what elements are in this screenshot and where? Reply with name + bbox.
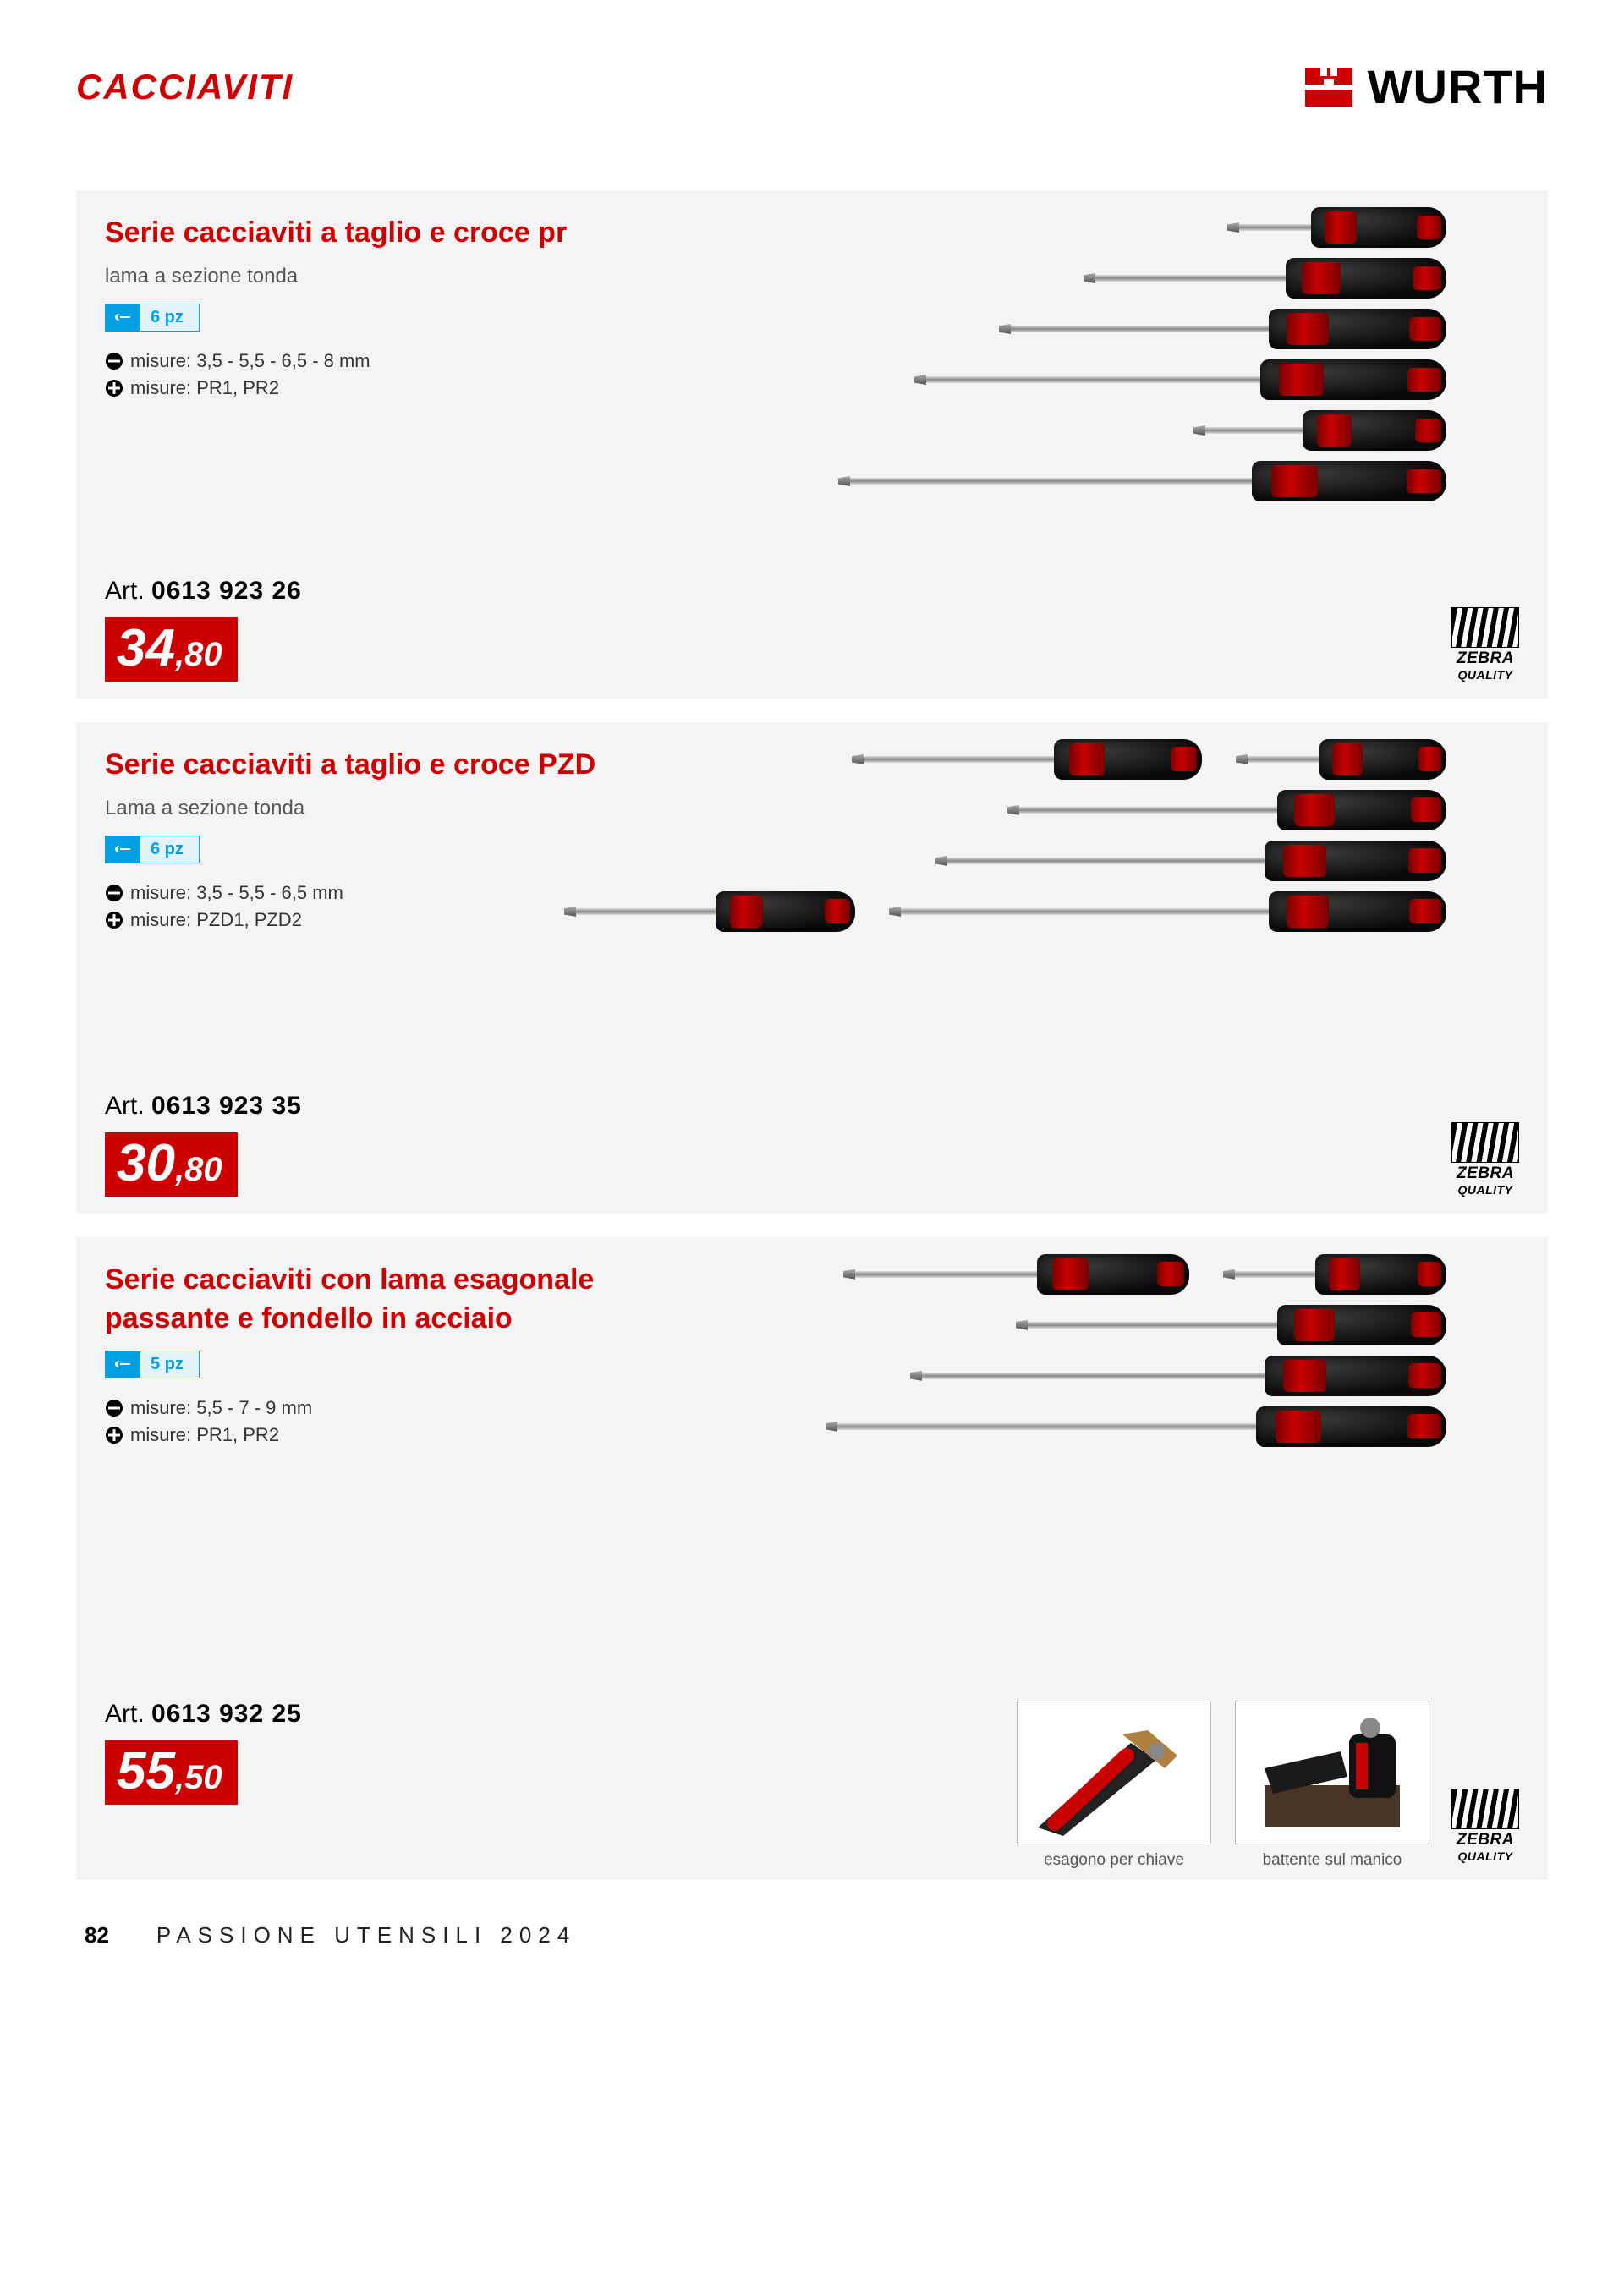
price-box: 34,80 <box>105 617 238 682</box>
product-card: Serie cacciaviti a taglio e croce PZD La… <box>76 722 1548 1214</box>
art-number: 0613 923 35 <box>151 1092 302 1120</box>
zebra-line1: ZEBRA <box>1451 1831 1519 1849</box>
thumbnail-image <box>1017 1701 1211 1844</box>
zebra-line1: ZEBRA <box>1451 649 1519 668</box>
spec-flat-text: misure: 3,5 - 5,5 - 6,5 mm <box>130 882 343 904</box>
flathead-icon <box>105 352 123 370</box>
spec-cross-text: misure: PZD1, PZD2 <box>130 909 302 931</box>
spec-flat-text: misure: 3,5 - 5,5 - 6,5 - 8 mm <box>130 350 370 372</box>
spec-cross-text: misure: PR1, PR2 <box>130 1424 279 1446</box>
thumbnail: esagono per chiave <box>1017 1701 1211 1870</box>
product-title: Serie cacciaviti a taglio e croce pr <box>105 214 714 253</box>
wurth-logo-icon <box>1305 68 1352 107</box>
flathead-icon <box>105 1399 123 1417</box>
price-cents: ,80 <box>175 636 222 673</box>
product-title: Serie cacciaviti con lama esagonale pass… <box>105 1261 646 1339</box>
phillips-icon <box>105 379 123 397</box>
screwdriver-illustration <box>852 739 1202 780</box>
art-number: 0613 932 25 <box>151 1700 302 1728</box>
brand-logo: WURTH <box>1305 59 1548 114</box>
page-number: 82 <box>85 1922 109 1948</box>
phillips-icon <box>105 911 123 929</box>
screwdriver-illustration <box>826 1406 1446 1447</box>
page-footer: 82 PASSIONE UTENSILI 2024 <box>76 1922 1548 1948</box>
pieces-tag: 5 pz <box>105 1351 200 1378</box>
pieces-tag: 6 pz <box>105 304 200 332</box>
page-header: CACCIAVITI WURTH <box>76 59 1548 114</box>
zebra-badge: ZEBRA QUALITY <box>1451 1789 1519 1863</box>
thumbnail-caption: battente sul manico <box>1235 1851 1429 1870</box>
zebra-line2: QUALITY <box>1451 668 1519 682</box>
screwdriver-illustration <box>1007 790 1446 830</box>
screwdriver-illustration <box>999 309 1446 349</box>
thumbnail-caption: esagono per chiave <box>1017 1851 1211 1870</box>
article-row: Art. 0613 932 25 <box>105 1700 714 1729</box>
spec-flat-text: misure: 5,5 - 7 - 9 mm <box>130 1397 312 1419</box>
wrench-icon <box>105 1351 140 1378</box>
zebra-stripes-icon <box>1451 1789 1519 1829</box>
price-box: 30,80 <box>105 1132 238 1197</box>
art-number: 0613 923 26 <box>151 577 302 605</box>
phillips-icon <box>105 1426 123 1444</box>
zebra-badge: ZEBRA QUALITY <box>1451 1122 1519 1197</box>
product-card: Serie cacciaviti con lama esagonale pass… <box>76 1237 1548 1880</box>
zebra-stripes-icon <box>1451 1122 1519 1163</box>
art-label: Art. <box>105 1092 145 1120</box>
screwdriver-illustration <box>1236 739 1446 780</box>
category-title: CACCIAVITI <box>76 67 294 107</box>
price-euro: 34 <box>117 619 175 677</box>
screwdriver-illustration <box>1016 1305 1446 1345</box>
art-label: Art. <box>105 577 145 605</box>
pieces-label: 5 pz <box>140 1351 200 1378</box>
zebra-stripes-icon <box>1451 607 1519 648</box>
wrench-icon <box>105 836 140 863</box>
brand-name: WURTH <box>1368 59 1548 114</box>
screwdriver-illustration <box>910 1356 1446 1396</box>
product-image <box>685 1254 1446 1447</box>
screwdriver-illustration <box>914 359 1446 400</box>
wrench-icon <box>105 304 140 332</box>
zebra-line2: QUALITY <box>1451 1849 1519 1863</box>
price-euro: 30 <box>117 1134 175 1192</box>
product-title: Serie cacciaviti a taglio e croce PZD <box>105 746 714 785</box>
article-row: Art. 0613 923 26 <box>105 577 714 606</box>
spec-cross-text: misure: PR1, PR2 <box>130 377 279 399</box>
pieces-label: 6 pz <box>140 304 200 332</box>
price-cents: ,50 <box>175 1759 222 1796</box>
thumbnail-image <box>1235 1701 1429 1844</box>
spec-cross: misure: PR1, PR2 <box>105 1424 714 1446</box>
screwdriver-illustration <box>838 461 1446 501</box>
zebra-line2: QUALITY <box>1451 1183 1519 1197</box>
screwdriver-illustration <box>935 841 1446 881</box>
price-euro: 55 <box>117 1742 175 1800</box>
pieces-label: 6 pz <box>140 836 200 863</box>
spec-cross: misure: PR1, PR2 <box>105 377 714 399</box>
product-image <box>685 739 1446 932</box>
article-row: Art. 0613 923 35 <box>105 1092 714 1121</box>
product-subtitle: Lama a sezione tonda <box>105 797 714 820</box>
zebra-line1: ZEBRA <box>1451 1164 1519 1183</box>
footer-title: PASSIONE UTENSILI 2024 <box>156 1922 576 1948</box>
screwdriver-illustration <box>1227 207 1446 248</box>
pieces-tag: 6 pz <box>105 836 200 863</box>
art-label: Art. <box>105 1700 145 1728</box>
thumbnail: battente sul manico <box>1235 1701 1429 1870</box>
price-box: 55,50 <box>105 1740 238 1805</box>
spec-flat: misure: 5,5 - 7 - 9 mm <box>105 1397 714 1419</box>
detail-thumbnails: esagono per chiave battente sul manico <box>1017 1701 1429 1870</box>
screwdriver-illustration <box>1084 258 1446 299</box>
screwdriver-illustration <box>1223 1254 1446 1295</box>
product-subtitle: lama a sezione tonda <box>105 265 714 288</box>
product-image <box>685 207 1446 501</box>
screwdriver-illustration <box>889 891 1446 932</box>
screwdriver-illustration <box>843 1254 1189 1295</box>
screwdriver-illustration <box>564 891 855 932</box>
spec-flat: misure: 3,5 - 5,5 - 6,5 - 8 mm <box>105 350 714 372</box>
screwdriver-illustration <box>1193 410 1446 451</box>
flathead-icon <box>105 884 123 902</box>
price-cents: ,80 <box>175 1151 222 1188</box>
product-card: Serie cacciaviti a taglio e croce pr lam… <box>76 190 1548 699</box>
zebra-badge: ZEBRA QUALITY <box>1451 607 1519 682</box>
